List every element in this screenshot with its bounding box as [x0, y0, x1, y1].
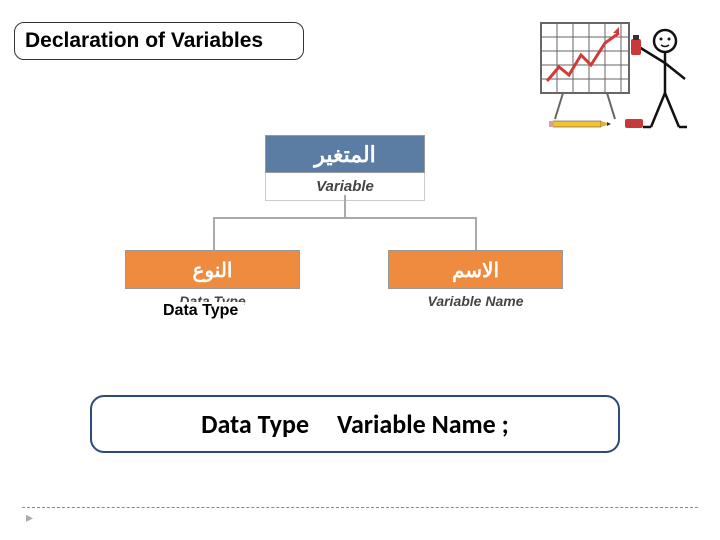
connector [344, 195, 346, 217]
syntax-data-type: Data Type [201, 408, 309, 440]
node-variable-name: الاسم Variable Name [388, 250, 563, 313]
title-box: Declaration of Variables [14, 22, 304, 60]
data-type-overlay: Data Type [157, 302, 244, 320]
connector [475, 217, 477, 250]
node-data-type: النوع Data Type Data Type [125, 250, 300, 313]
syntax-box: Data Type Variable Name ; [90, 395, 620, 453]
node-variable-name-ar: الاسم [388, 250, 563, 289]
connector [213, 217, 215, 250]
node-variable-name-en: Variable Name [388, 289, 563, 313]
illustration [533, 15, 698, 135]
footer-arrow-icon: ▸ [26, 509, 33, 526]
node-variable-ar: المتغير [265, 135, 425, 173]
syntax-variable-name: Variable Name ; [337, 408, 509, 440]
footer-divider [22, 507, 698, 508]
variable-tree: المتغير Variable النوع Data Type Data Ty… [130, 135, 560, 330]
connector [213, 217, 477, 219]
node-variable: المتغير Variable [265, 135, 425, 201]
node-data-type-ar: النوع [125, 250, 300, 289]
page-title: Declaration of Variables [25, 29, 263, 53]
